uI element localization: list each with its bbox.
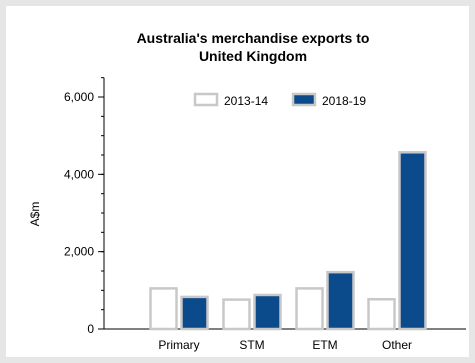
- legend: 2013-14 2018-19: [193, 92, 366, 108]
- bar-2013-14-STM: [222, 298, 251, 331]
- y-tick-label: 4,000: [64, 167, 94, 181]
- y-tick-label: 2,000: [64, 245, 94, 259]
- y-axis: 0 2,000 4,000 6,000: [64, 77, 105, 336]
- y-tick-label: 0: [87, 322, 94, 336]
- bar-2018-19-Other: [398, 151, 427, 331]
- x-tick-label: ETM: [312, 338, 337, 352]
- legend-label-2013-14: 2013-14: [224, 94, 268, 108]
- x-axis: Primary STM ETM Other: [104, 328, 466, 352]
- x-tick-label: Other: [382, 338, 412, 352]
- bars: [149, 151, 427, 331]
- x-tick-label: Primary: [158, 338, 199, 352]
- bar-2013-14-Primary: [149, 287, 178, 331]
- chart-title-line-2: United Kingdom: [199, 48, 307, 64]
- y-tick-label: 6,000: [64, 90, 94, 104]
- y-axis-label: A$m: [28, 202, 42, 227]
- chart-title-line-1: Australia's merchandise exports to: [137, 30, 370, 46]
- bar-2013-14-Other: [367, 297, 396, 331]
- bar-2013-14-ETM: [295, 287, 324, 331]
- legend-label-2018-19: 2018-19: [322, 94, 366, 108]
- legend-swatch-2018-19: [291, 92, 317, 107]
- bar-2018-19-Primary: [180, 295, 209, 331]
- x-tick-label: STM: [239, 338, 264, 352]
- chart-title: Australia's merchandise exports to Unite…: [137, 30, 370, 64]
- bar-2018-19-STM: [253, 293, 282, 331]
- bar-2018-19-ETM: [326, 270, 355, 331]
- legend-swatch-2013-14: [193, 92, 219, 107]
